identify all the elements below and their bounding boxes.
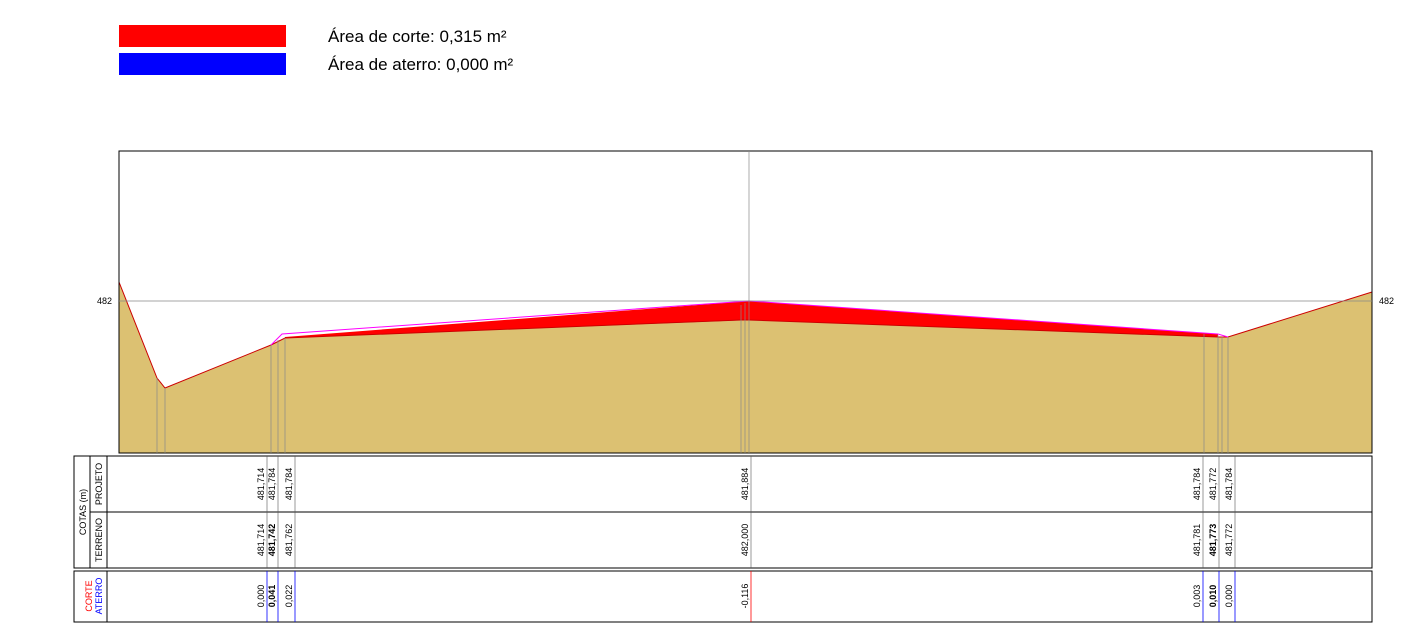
- terreno-label: TERRENO: [94, 518, 104, 562]
- terrain: [119, 282, 1372, 453]
- projeto-label: PROJETO: [94, 463, 104, 505]
- projeto-value: 481,784: [1192, 468, 1202, 501]
- projeto-value: 481,784: [1224, 468, 1234, 501]
- terreno-value: 481,714: [256, 524, 266, 557]
- volume-value: 0,003: [1192, 585, 1202, 608]
- volume-value: 0,010: [1208, 585, 1218, 608]
- terreno-value: 481,762: [284, 524, 294, 557]
- terreno-value: 481,781: [1192, 524, 1202, 557]
- projeto-value: 481,772: [1208, 468, 1218, 501]
- elevation-label: 482: [1379, 296, 1394, 306]
- projeto-value: 481,714: [256, 468, 266, 501]
- terreno-value: 482,000: [740, 524, 750, 557]
- volume-value: 0,000: [256, 585, 266, 608]
- corte-label: CORTE: [84, 580, 94, 611]
- legend-corte: Área de corte: 0,315 m²: [328, 27, 507, 46]
- volume-table: [73, 570, 1373, 623]
- station-lines: [156, 303, 1229, 453]
- projeto-value: 481,884: [740, 468, 750, 501]
- terreno-value: 481,742: [267, 524, 277, 557]
- elevation-label: 482: [97, 296, 112, 306]
- projeto-value: 481,784: [267, 468, 277, 501]
- volume-value: 0,041: [267, 585, 277, 608]
- projeto-value: 481,784: [284, 468, 294, 501]
- columns: 481,714 481,714 0,000 481,784 481,742 0,041 48…: [256, 456, 1236, 622]
- terreno-value: 481,773: [1208, 524, 1218, 557]
- volume-value: 0,000: [1224, 585, 1234, 608]
- volume-value: 0,022: [284, 585, 294, 608]
- legend-aterro: Área de aterro: 0,000 m²: [328, 55, 514, 74]
- plot-frame: [118, 150, 1373, 454]
- cotas-title: COTAS (m): [78, 489, 88, 535]
- legend-swatch-aterro: [119, 53, 286, 75]
- legend-swatch-corte: [119, 25, 286, 47]
- terrain-line: [118, 281, 1373, 389]
- aterro-label: ATERRO: [94, 578, 104, 615]
- terreno-value: 481,772: [1224, 524, 1234, 557]
- volume-value: -0,116: [740, 584, 750, 609]
